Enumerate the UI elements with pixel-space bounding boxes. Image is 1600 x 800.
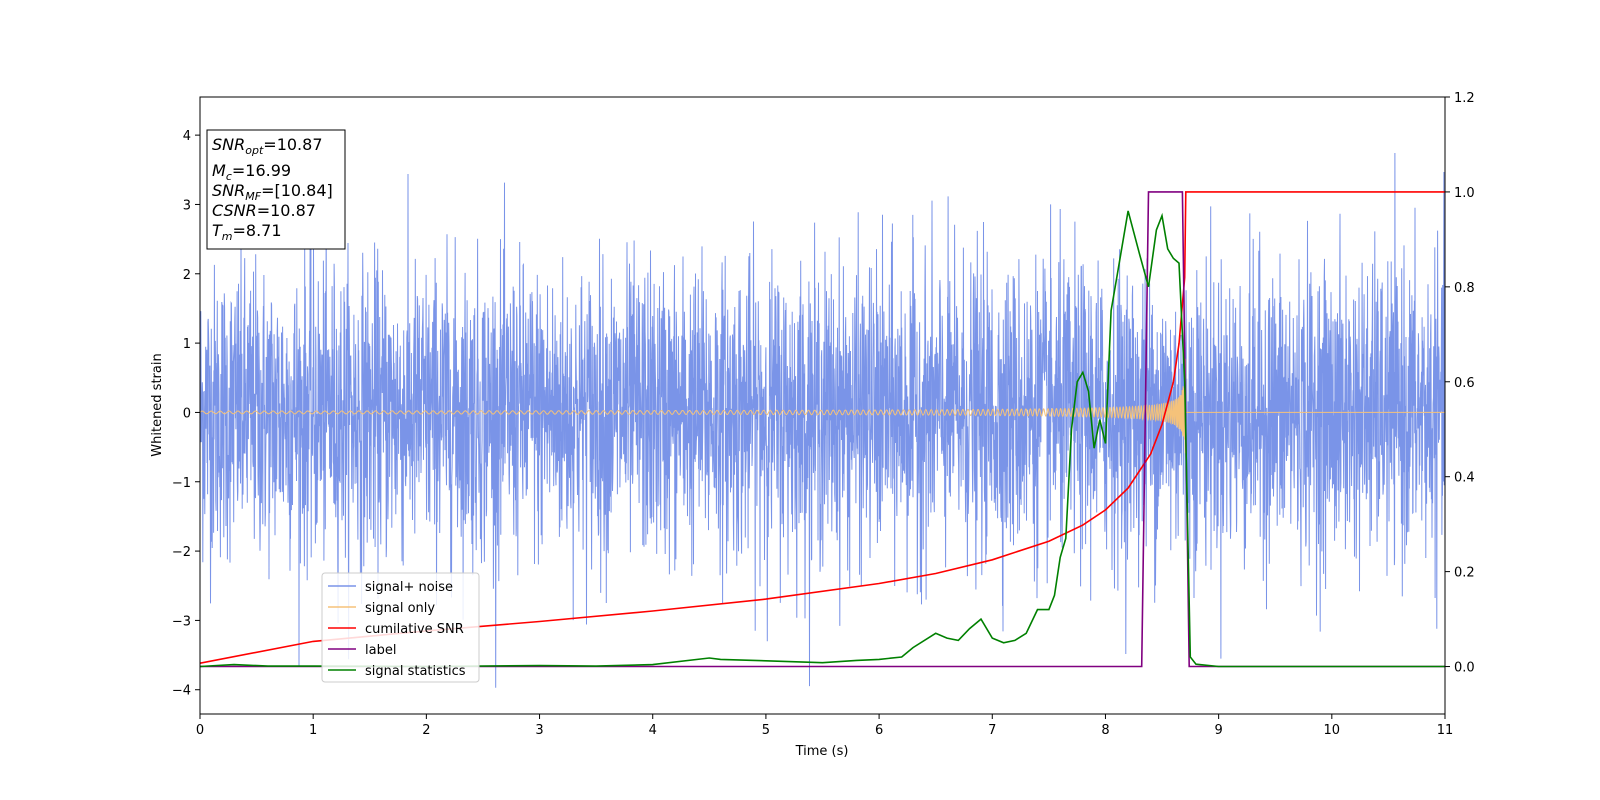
legend-label: signal+ noise (365, 580, 453, 595)
right-y-tick-label: 1.0 (1454, 186, 1475, 201)
left-y-tick-label: 4 (183, 129, 191, 144)
right-y-axis: 0.0 0.2 0.4 0.6 0.8 1.0 1.2 (1445, 91, 1475, 676)
x-tick-label: 9 (1214, 723, 1222, 738)
x-tick-label: 8 (1101, 723, 1109, 738)
left-y-tick-label: −3 (172, 614, 191, 629)
right-y-tick-label: 0.4 (1454, 471, 1475, 486)
x-axis: 0 1 2 3 4 5 6 7 8 9 10 11 (196, 714, 1453, 738)
left-y-tick-label: 0 (183, 406, 191, 421)
signal-statistics-series (200, 210, 1445, 668)
right-y-tick-label: 0.2 (1454, 566, 1475, 581)
y-axis-label: Whitened strain (150, 353, 165, 456)
left-y-tick-label: −4 (172, 684, 191, 699)
x-tick-label: 11 (1437, 723, 1454, 738)
plot-frame (199, 96, 1446, 715)
annotation-line: Tm=8.71 (212, 221, 282, 243)
x-tick-label: 5 (762, 723, 770, 738)
legend-label: label (365, 643, 396, 658)
left-y-axis: −4 −3 −2 −1 0 1 2 3 4 (172, 129, 200, 699)
legend-label: signal statistics (365, 664, 466, 679)
x-tick-label: 6 (875, 723, 883, 738)
left-y-tick-label: −2 (172, 545, 191, 560)
left-y-tick-label: 3 (183, 198, 191, 213)
x-axis-label: Time (s) (795, 744, 849, 759)
right-y-tick-label: 0.6 (1454, 376, 1475, 391)
x-tick-label: 1 (309, 723, 317, 738)
legend: signal+ noise signal only cumilative SNR la… (321, 572, 480, 683)
x-tick-label: 7 (988, 723, 996, 738)
left-y-tick-label: 2 (183, 268, 191, 283)
annotation-line: CSNR=10.87 (212, 201, 316, 220)
left-y-tick-label: 1 (183, 337, 191, 352)
right-y-tick-label: 1.2 (1454, 91, 1475, 106)
right-y-tick-label: 0.8 (1454, 281, 1475, 296)
x-tick-label: 0 (196, 723, 204, 738)
annotation-line: SNRopt=10.87 (212, 135, 323, 157)
x-tick-label: 2 (422, 723, 430, 738)
left-y-tick-label: −1 (172, 476, 191, 491)
annotation-line: SNRMF=[10.84] (212, 181, 333, 203)
right-y-tick-label: 0.0 (1454, 661, 1475, 676)
legend-label: cumilative SNR (365, 622, 464, 637)
annotation-line: Mc=16.99 (212, 161, 291, 183)
x-tick-label: 4 (649, 723, 657, 738)
legend-label: signal only (365, 601, 435, 616)
x-tick-label: 10 (1324, 723, 1341, 738)
plot-area (200, 152, 1445, 688)
annotation-box: SNRopt=10.87 Mc=16.99SNRMF=[10.84]CSNR=10… (206, 129, 346, 250)
x-tick-label: 3 (535, 723, 543, 738)
signal-noise-series (200, 152, 1445, 688)
signal-only-series (200, 358, 1445, 454)
